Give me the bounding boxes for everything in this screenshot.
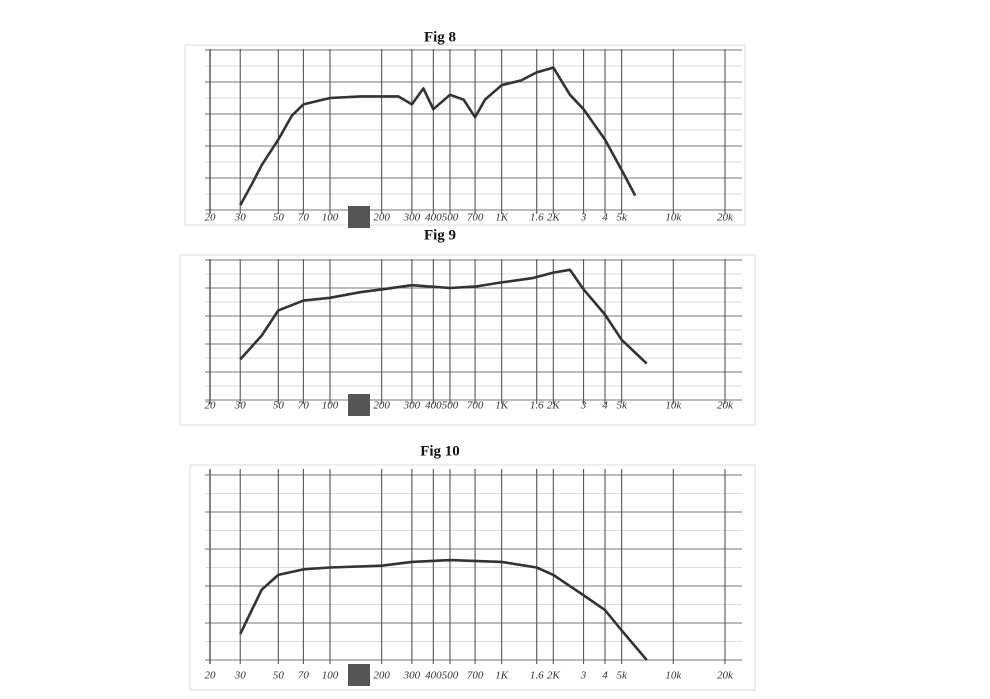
x-tick-label: 300: [403, 212, 421, 224]
x-tick-label: 1.6: [530, 400, 544, 412]
x-tick-label: 3: [580, 670, 587, 682]
x-tick-label: 100: [322, 212, 339, 224]
x-tick-label: 20k: [717, 400, 734, 412]
x-tick-label: 10k: [665, 212, 682, 224]
response-curve: [239, 268, 648, 365]
chart-title: Fig 8: [424, 29, 456, 45]
scan-mark: [348, 664, 370, 686]
x-tick-label: 200: [373, 212, 390, 224]
x-tick-label: 1.6: [530, 670, 544, 682]
chart-frame: [179, 254, 756, 426]
x-tick-label: 30: [234, 212, 247, 224]
x-tick-label: 300: [403, 670, 421, 682]
x-tick-label: 20: [205, 670, 217, 682]
x-tick-label: 70: [298, 670, 310, 682]
x-tick-label: 100: [322, 670, 339, 682]
x-tick-label: 4: [602, 670, 608, 682]
x-tick-label: 5k: [616, 212, 628, 224]
x-tick-label: 400: [425, 400, 442, 412]
response-curve: [239, 558, 648, 661]
x-tick-label: 70: [298, 212, 310, 224]
chart-frame: [184, 44, 746, 226]
scan-mark: [348, 206, 370, 228]
x-tick-label: 20k: [717, 212, 734, 224]
x-tick-label: 700: [467, 670, 484, 682]
x-tick-label: 200: [373, 670, 390, 682]
x-tick-label: 700: [467, 400, 484, 412]
x-tick-label: 4: [602, 212, 608, 224]
x-tick-label: 50: [273, 670, 285, 682]
x-tick-label: 1K: [495, 670, 509, 682]
x-tick-label: 700: [467, 212, 484, 224]
x-tick-label: 20: [205, 212, 217, 224]
x-tick-label: 100: [322, 400, 339, 412]
x-tick-label: 20: [205, 400, 217, 412]
x-tick-label: 300: [403, 400, 421, 412]
chart-title: Fig 9: [424, 227, 456, 243]
x-tick-label: 400: [425, 212, 442, 224]
x-tick-label: 30: [234, 670, 247, 682]
response-curve: [239, 66, 637, 206]
chart-frame: [189, 464, 756, 691]
x-tick-label: 400: [425, 670, 442, 682]
x-tick-label: 1K: [495, 212, 509, 224]
x-tick-label: 50: [273, 212, 285, 224]
x-tick-label: 20k: [717, 670, 734, 682]
x-tick-label: 4: [602, 400, 608, 412]
x-tick-label: 70: [298, 400, 310, 412]
x-tick-label: 500: [442, 670, 459, 682]
x-tick-label: 500: [442, 400, 459, 412]
x-tick-label: 1K: [495, 400, 509, 412]
x-tick-label: 1.6: [530, 212, 544, 224]
x-tick-label: 10k: [665, 670, 682, 682]
x-tick-label: 3: [580, 212, 587, 224]
x-tick-label: 5k: [616, 400, 628, 412]
x-tick-label: 500: [442, 212, 459, 224]
x-tick-label: 2K: [547, 400, 561, 412]
x-tick-label: 30: [234, 400, 247, 412]
x-tick-label: 5k: [616, 670, 628, 682]
x-tick-label: 50: [273, 400, 285, 412]
x-tick-label: 3: [580, 400, 587, 412]
x-tick-label: 10k: [665, 400, 682, 412]
scan-mark: [348, 394, 370, 416]
x-tick-label: 2K: [547, 212, 561, 224]
x-tick-label: 200: [373, 400, 390, 412]
chart-title: Fig 10: [420, 443, 460, 459]
x-tick-label: 2K: [547, 670, 561, 682]
